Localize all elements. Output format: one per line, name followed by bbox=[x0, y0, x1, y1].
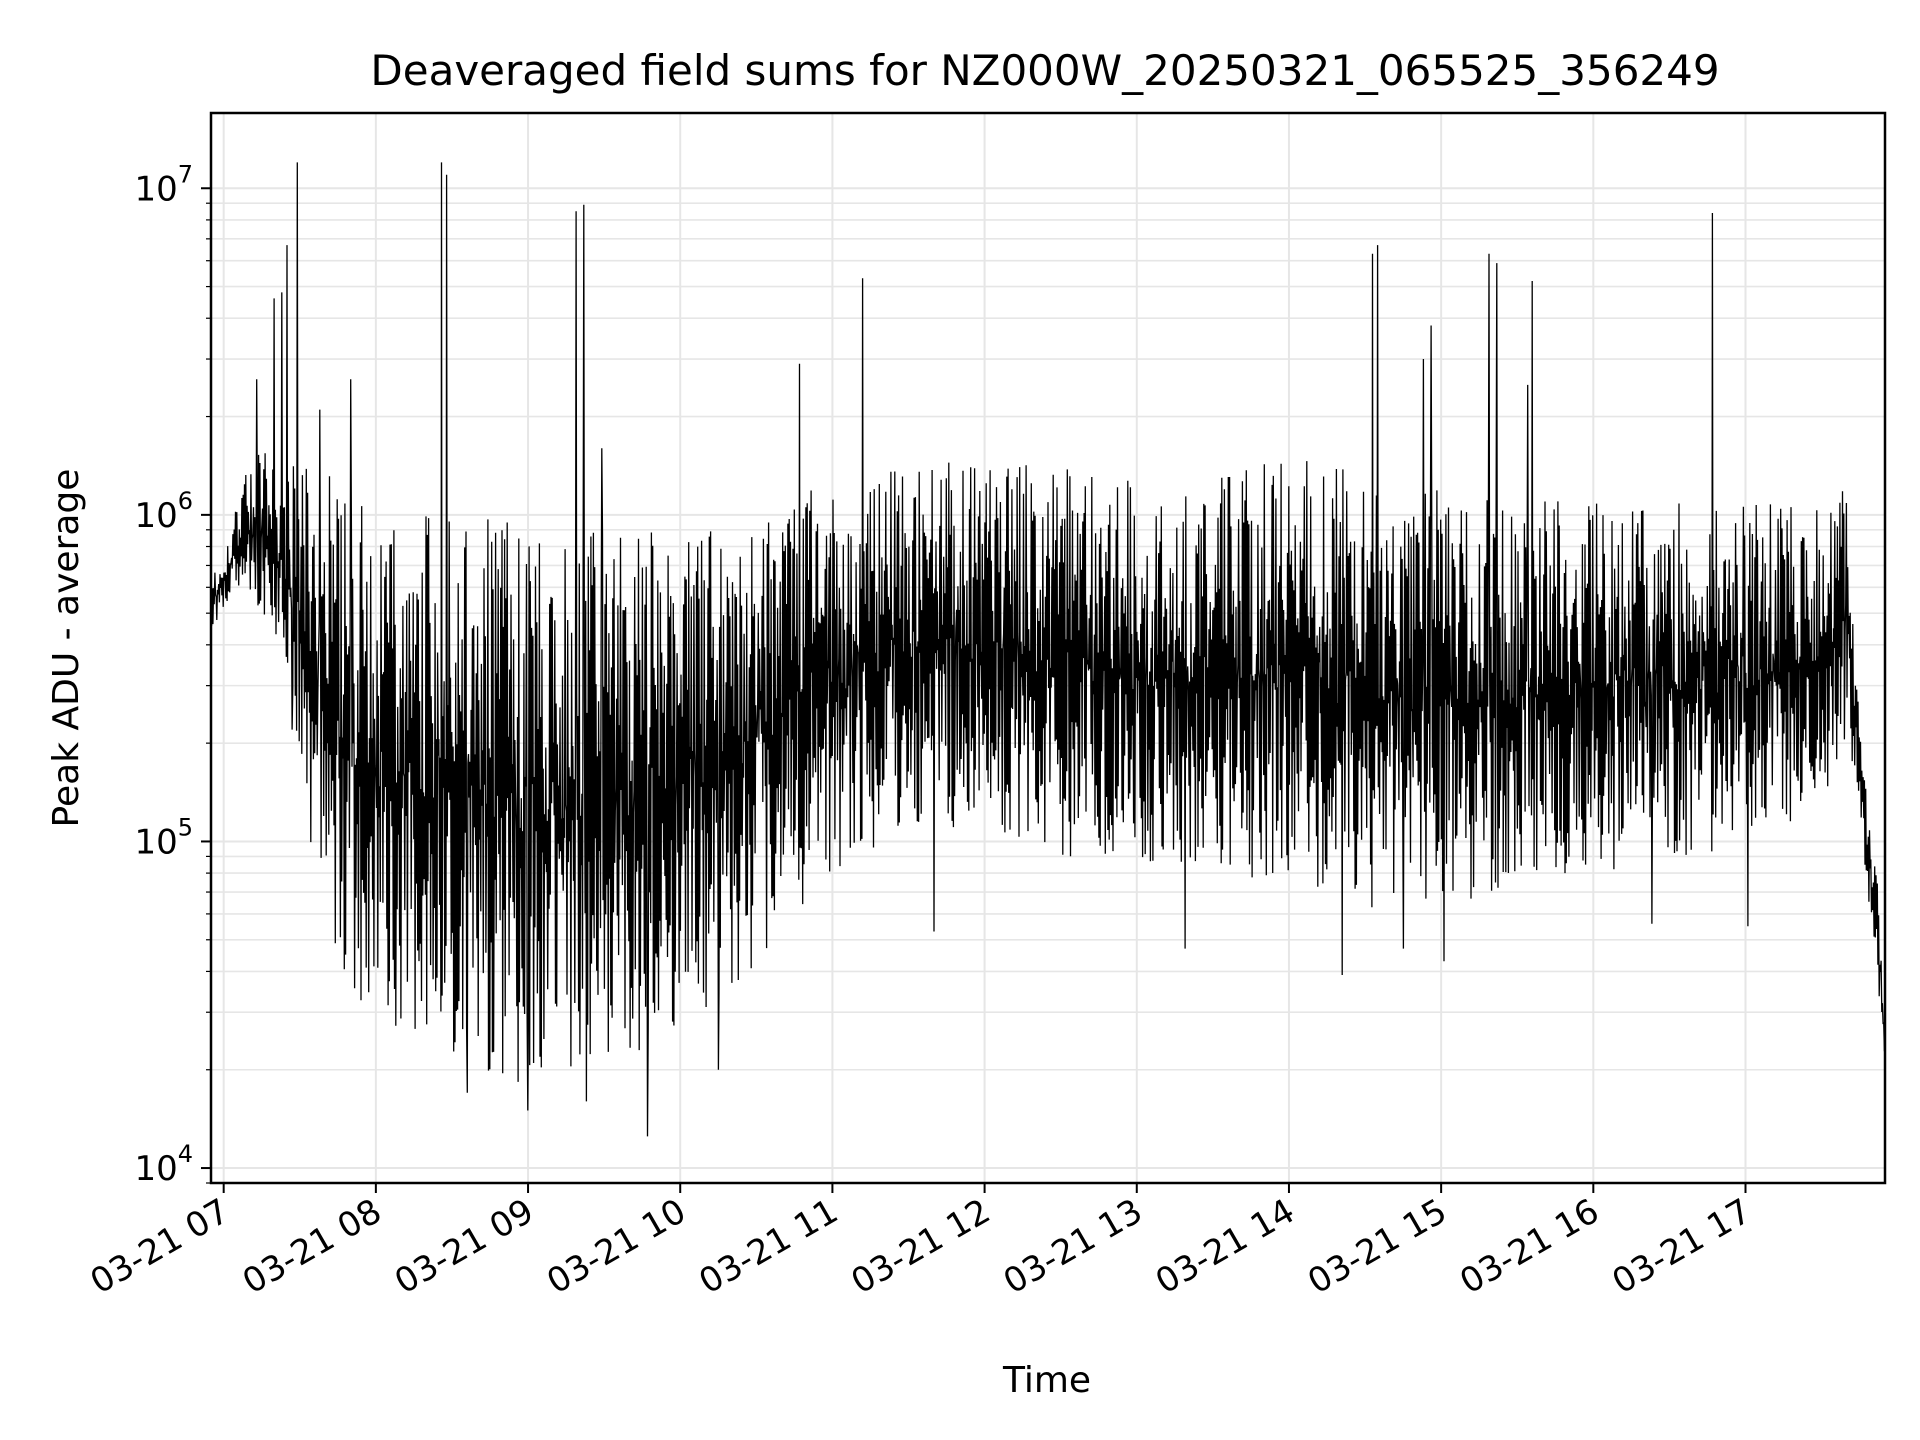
x-tick-label: 03-21 17 bbox=[1606, 1191, 1758, 1302]
y-tick-exponent: 4 bbox=[178, 1140, 193, 1168]
y-tick-base: 10 bbox=[134, 1149, 177, 1189]
y-tick-label: 107 bbox=[134, 160, 193, 209]
x-axis-label: Time bbox=[1002, 1360, 1091, 1401]
y-tick-base: 10 bbox=[134, 822, 177, 862]
y-axis-label: Peak ADU - average bbox=[46, 469, 87, 828]
x-tick-label: 03-21 15 bbox=[1301, 1191, 1453, 1302]
y-tick-exponent: 6 bbox=[178, 487, 193, 515]
y-tick-exponent: 5 bbox=[178, 813, 193, 841]
y-tick-label: 105 bbox=[134, 813, 193, 862]
x-tick-label: 03-21 13 bbox=[997, 1191, 1149, 1302]
data-layer bbox=[210, 162, 1886, 1137]
x-tick-label: 03-21 10 bbox=[540, 1191, 692, 1302]
x-tick-label: 03-21 11 bbox=[693, 1191, 845, 1302]
y-tick-label: 106 bbox=[134, 487, 193, 536]
y-tick-base: 10 bbox=[134, 496, 177, 536]
x-tick-label: 03-21 12 bbox=[845, 1191, 997, 1302]
x-tick-label: 03-21 09 bbox=[388, 1191, 540, 1302]
plot-frame bbox=[209, 111, 1887, 1185]
y-tick-label: 104 bbox=[134, 1140, 193, 1189]
x-tick-label: 03-21 16 bbox=[1453, 1191, 1605, 1302]
x-tick-label: 03-21 08 bbox=[236, 1191, 388, 1302]
y-tick-exponent: 7 bbox=[178, 160, 193, 188]
chart-title: Deaveraged field sums for NZ000W_2025032… bbox=[370, 46, 1719, 95]
x-tick-label: 03-21 14 bbox=[1149, 1191, 1301, 1302]
y-tick-base: 10 bbox=[134, 169, 177, 209]
series-line bbox=[210, 162, 1886, 1137]
x-tick-label: 03-21 07 bbox=[84, 1191, 236, 1302]
